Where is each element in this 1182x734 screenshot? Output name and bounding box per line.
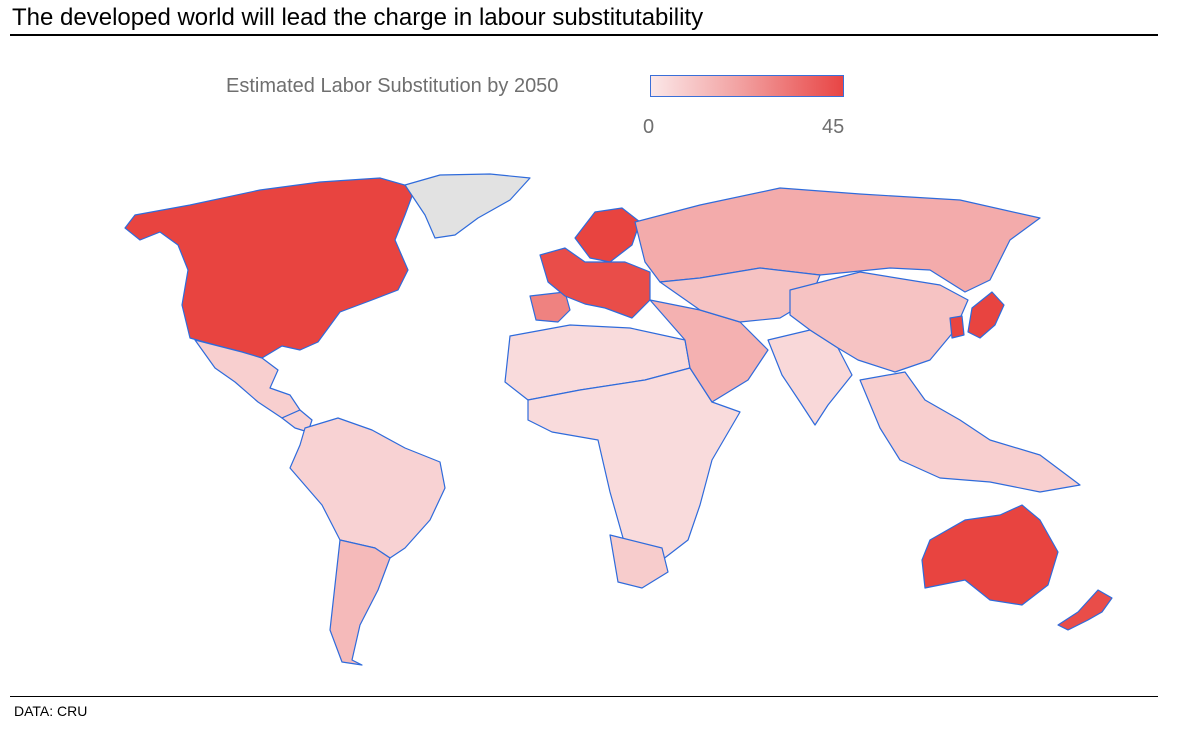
region-china	[789, 271, 969, 373]
region-western-europe	[539, 247, 651, 319]
data-source: DATA: CRU	[14, 703, 88, 719]
region-mexico	[194, 339, 301, 419]
legend-max-label: 45	[822, 116, 845, 138]
region-argentina	[329, 539, 391, 666]
region-russia	[634, 187, 1041, 293]
region-greenland	[404, 173, 531, 239]
region-iberia	[529, 291, 571, 323]
region-north-america	[124, 177, 416, 359]
legend-color-scale	[650, 75, 844, 97]
legend-min-label: 0	[643, 116, 655, 138]
region-southeast-asia	[859, 371, 1081, 493]
title-divider	[10, 34, 1158, 36]
chart-title: The developed world will lead the charge…	[12, 4, 704, 31]
region-south-korea	[949, 315, 965, 339]
region-sub-saharan-africa	[527, 367, 741, 561]
legend-title: Estimated Labor Substitution by 2050	[226, 75, 559, 97]
region-southern-africa	[609, 534, 669, 589]
region-new-zealand	[1057, 589, 1113, 631]
region-south-america	[289, 417, 446, 559]
region-japan	[967, 291, 1005, 339]
region-australia	[921, 504, 1059, 606]
footer-divider	[10, 696, 1158, 697]
region-scandinavia	[574, 207, 641, 263]
